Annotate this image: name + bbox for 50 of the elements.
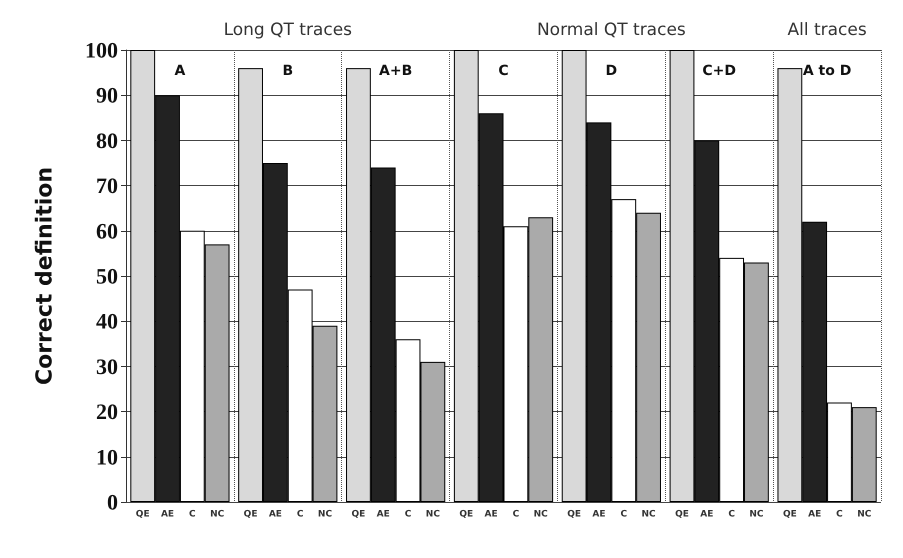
text: NC: [426, 510, 440, 520]
text: C: [404, 510, 412, 520]
y-axis-title: Correct definition: [32, 166, 58, 386]
text: NC: [749, 510, 764, 520]
text: NC: [642, 510, 656, 520]
y-tick-label: 50: [96, 264, 118, 288]
text: NC: [534, 510, 548, 520]
y-tick-label: 0: [107, 490, 118, 514]
text: NC: [857, 510, 872, 520]
text: AE: [592, 510, 606, 520]
text: NC: [318, 510, 332, 520]
series-label: C: [189, 510, 196, 520]
y-tick-label: 60: [96, 218, 118, 244]
x-tick-label: A to D: [802, 63, 852, 79]
text: AE: [808, 510, 822, 520]
text: AE: [268, 510, 282, 520]
y-tick-label: 40: [96, 308, 118, 334]
text: AE: [376, 510, 390, 520]
text: QE: [567, 510, 582, 520]
text: C: [512, 510, 520, 520]
x-tick-label: D: [606, 63, 618, 79]
text: QE: [459, 510, 474, 520]
x-tick-label: A+B: [379, 63, 412, 79]
y-tick-label: 10: [96, 444, 118, 470]
text: QE: [244, 510, 258, 520]
y-tick-label: 30: [96, 354, 118, 379]
text: C: [296, 510, 304, 520]
text: C: [620, 510, 628, 520]
series-label: QE: [136, 510, 150, 520]
x-tick-label: C: [498, 63, 509, 79]
x-tick-label: C+D: [702, 63, 736, 79]
text: Long QT traces: [224, 20, 352, 40]
series-label: AE: [160, 510, 174, 520]
y-tick-label: 100: [85, 38, 118, 62]
y-tick-label: 70: [96, 173, 118, 198]
text: QE: [675, 510, 689, 520]
text: AE: [700, 510, 714, 520]
text: QE: [352, 510, 366, 520]
series-label: NC: [210, 510, 225, 520]
text: C: [836, 510, 843, 520]
y-tick-label: 80: [96, 128, 118, 153]
x-tick-label: B: [282, 63, 294, 79]
text: QE: [782, 510, 797, 520]
y-tick-label: 20: [96, 399, 118, 424]
text: All traces: [787, 20, 867, 40]
x-tick-label: A: [174, 63, 186, 79]
text: Normal QT traces: [536, 20, 686, 40]
text: C: [728, 510, 735, 520]
text: AE: [484, 510, 498, 520]
y-tick-label: 90: [96, 82, 118, 108]
